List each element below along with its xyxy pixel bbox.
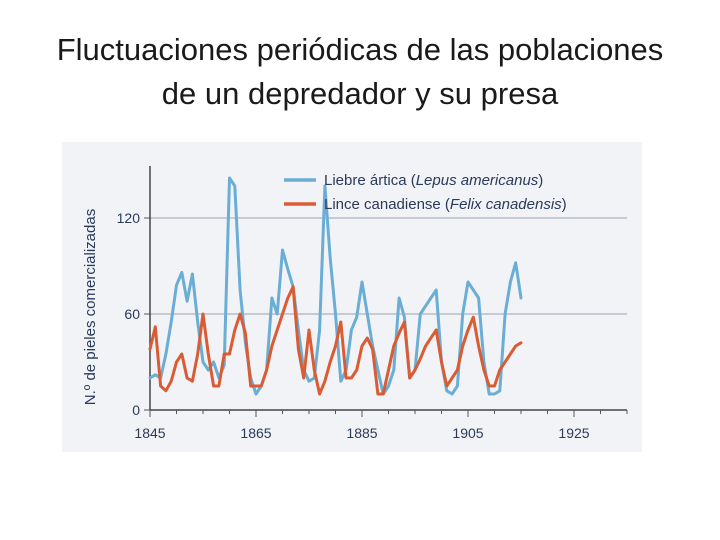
legend-label: Lince canadiense (Felix canadensis) — [324, 196, 567, 213]
y-axis-label: N.º de pieles comercializadas — [82, 209, 99, 405]
legend: Liebre ártica (Lepus americanus) Lince ca… — [284, 172, 567, 213]
population-line-chart: 0 60 120 1845 1865 1885 1905 1925 Liebre ártica… — [82, 166, 628, 441]
x-tick-label: 1885 — [346, 425, 377, 441]
x-tick-label: 1925 — [558, 425, 589, 441]
axis-layer: 0 60 120 1845 1865 1885 1905 1925 — [117, 166, 628, 441]
y-tick-label: 0 — [132, 402, 140, 418]
y-tick-label: 60 — [124, 306, 140, 322]
y-tick-label: 120 — [117, 210, 141, 226]
slide-title-line-1: Fluctuaciones periódicas de las poblacio… — [56, 32, 664, 67]
x-tick-label: 1845 — [134, 425, 165, 441]
lynx-series-line — [148, 285, 523, 396]
x-tick-label: 1865 — [240, 425, 271, 441]
grid-layer — [150, 217, 627, 315]
slide-title-line-2: de un depredador y su presa — [161, 76, 559, 111]
legend-label: Liebre ártica (Lepus americanus) — [324, 172, 543, 189]
slide-title: Fluctuaciones periódicas de las poblacio… — [0, 28, 720, 116]
series-layer — [148, 176, 523, 396]
chart-figure: 0 60 120 1845 1865 1885 1905 1925 Liebre ártica… — [62, 142, 642, 452]
x-tick-label: 1905 — [452, 425, 483, 441]
